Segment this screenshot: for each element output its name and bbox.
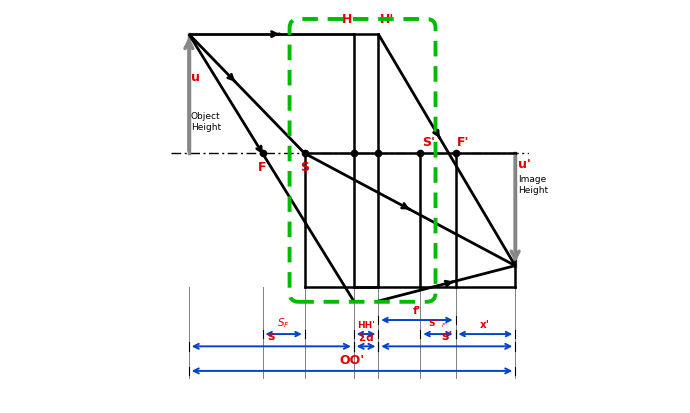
Text: F': F'	[457, 135, 470, 148]
Text: s: s	[268, 329, 275, 342]
Text: OO': OO'	[339, 354, 364, 366]
Text: f': f'	[413, 306, 421, 316]
Text: $S_F$: $S_F$	[277, 316, 290, 330]
Text: S': S'	[422, 135, 435, 148]
Text: S' ′$_{F'}$: S' ′$_{F'}$	[428, 317, 448, 330]
Text: u: u	[190, 71, 199, 84]
Text: Object
Height: Object Height	[190, 112, 221, 131]
Text: F: F	[258, 160, 267, 173]
Text: HH': HH'	[357, 321, 375, 330]
Text: H': H'	[380, 13, 395, 26]
Text: S: S	[300, 160, 309, 173]
Text: u': u'	[518, 157, 531, 171]
Text: Σd: Σd	[359, 332, 373, 342]
Text: s': s'	[441, 329, 453, 342]
Text: Image
Height: Image Height	[518, 175, 548, 195]
Text: H: H	[342, 13, 352, 26]
Text: x': x'	[480, 320, 491, 330]
